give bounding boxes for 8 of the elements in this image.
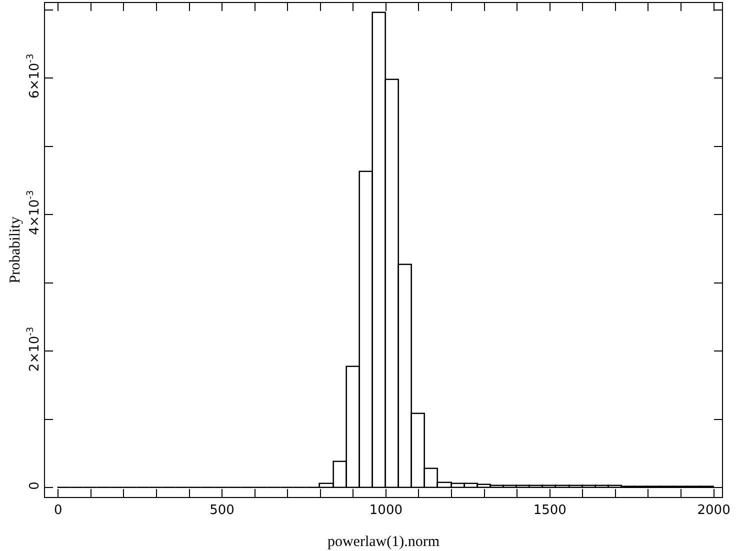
x-tick-label: 1500 xyxy=(533,502,566,518)
x-tick-label: 500 xyxy=(210,502,234,518)
y-tick-label: 0 xyxy=(28,482,43,490)
x-tick-label: 2000 xyxy=(697,502,730,518)
x-tick-label: 0 xyxy=(54,502,62,518)
y-axis-title: Probability xyxy=(7,216,24,284)
x-axis-title: powerlaw(1).norm xyxy=(327,534,440,550)
x-tick-label: 1000 xyxy=(369,502,403,518)
